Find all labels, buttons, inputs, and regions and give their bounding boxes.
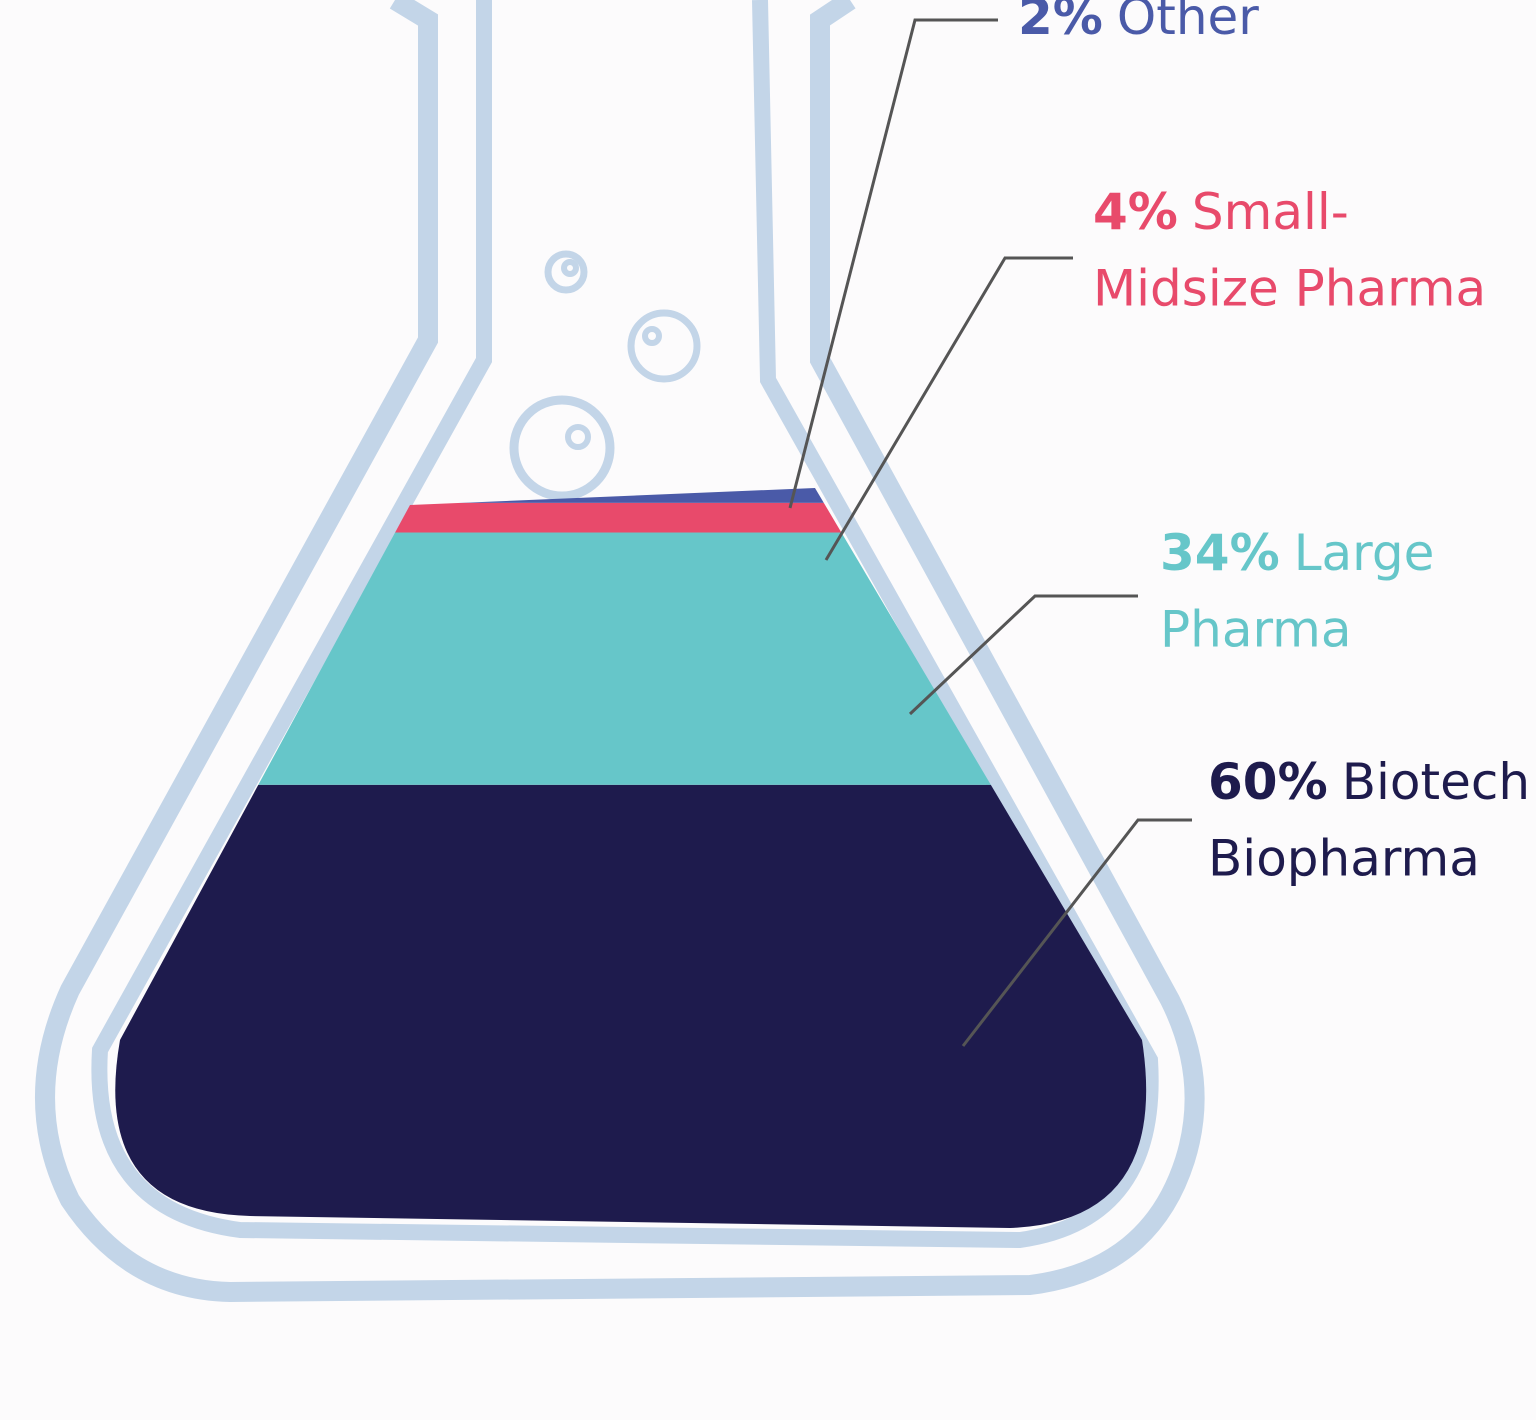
layer — [115, 784, 1147, 1228]
label: 4% Small- — [1093, 183, 1349, 241]
category-label: Pharma — [1160, 601, 1352, 659]
flask-glass — [35, 0, 1205, 1303]
leader-line — [824, 256, 1073, 561]
category-label: Small- — [1192, 183, 1349, 241]
category-label: Biotech — [1342, 753, 1530, 811]
labels: 2% Other 4% Small- Midsize Pharma 34% Large Pha… — [1018, 0, 1530, 888]
label: 34% Large — [1160, 524, 1434, 582]
label: 60% Biotech — [1208, 753, 1530, 811]
label: 2% Other — [1018, 0, 1259, 46]
category-label: Midsize Pharma — [1093, 260, 1486, 318]
category-label: Large — [1294, 524, 1435, 582]
leader-lines — [788, 18, 1192, 1047]
value-label: 34% — [1160, 524, 1280, 582]
value-label: 2% — [1018, 0, 1103, 46]
value-label: 4% — [1093, 183, 1178, 241]
category-label: Biopharma — [1208, 830, 1480, 888]
leader-line — [788, 18, 998, 509]
category-label: Other — [1117, 0, 1259, 46]
leader-line — [961, 818, 1192, 1047]
leader-line — [908, 594, 1138, 716]
value-label: 60% — [1208, 753, 1328, 811]
